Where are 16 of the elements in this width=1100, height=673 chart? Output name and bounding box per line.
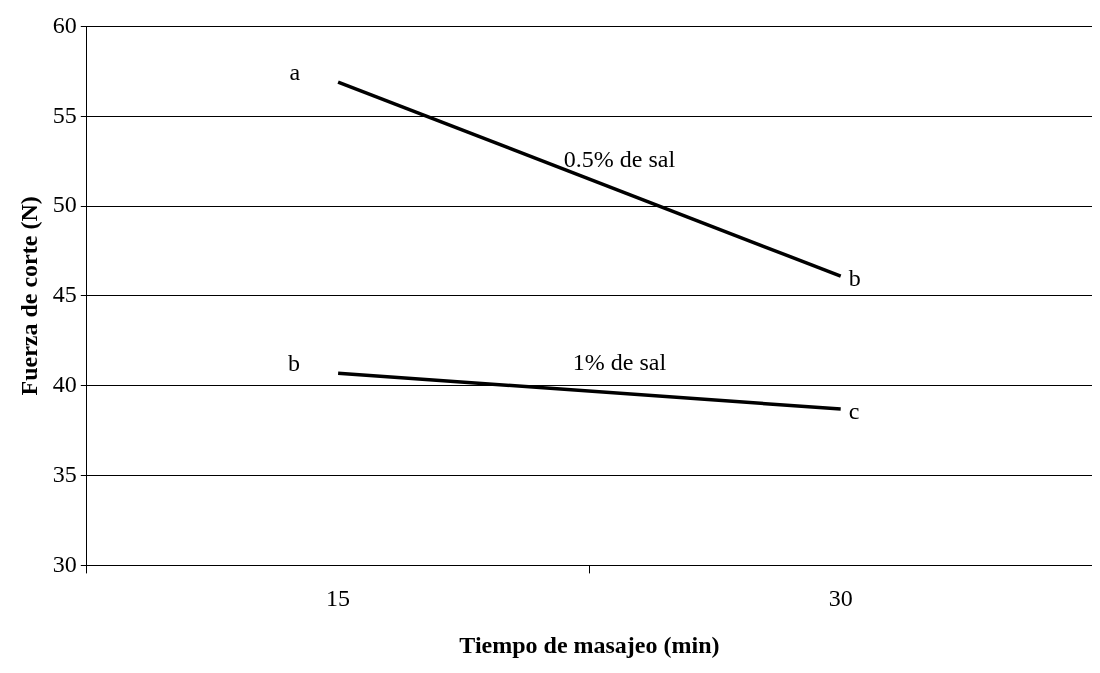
series-label: 1% de sal bbox=[572, 348, 667, 375]
annotation: b bbox=[288, 350, 301, 377]
y-tick-label: 30 bbox=[52, 550, 77, 577]
x-tick-label: 15 bbox=[326, 585, 351, 612]
y-axis-title: Fuerza de corte (N) bbox=[15, 196, 42, 396]
y-tick-label: 45 bbox=[52, 281, 77, 308]
y-tick-label: 35 bbox=[52, 460, 77, 487]
annotation: c bbox=[848, 398, 860, 425]
y-tick-label: 50 bbox=[52, 191, 77, 218]
series-label: 0.5% de sal bbox=[563, 146, 676, 172]
x-axis-title: Tiempo de masajeo (min) bbox=[459, 631, 720, 658]
annotation: b bbox=[848, 265, 861, 292]
annotation: a bbox=[289, 59, 301, 86]
y-tick-label: 60 bbox=[52, 11, 77, 38]
y-tick-label: 55 bbox=[52, 101, 77, 128]
y-tick-label: 40 bbox=[52, 371, 77, 398]
